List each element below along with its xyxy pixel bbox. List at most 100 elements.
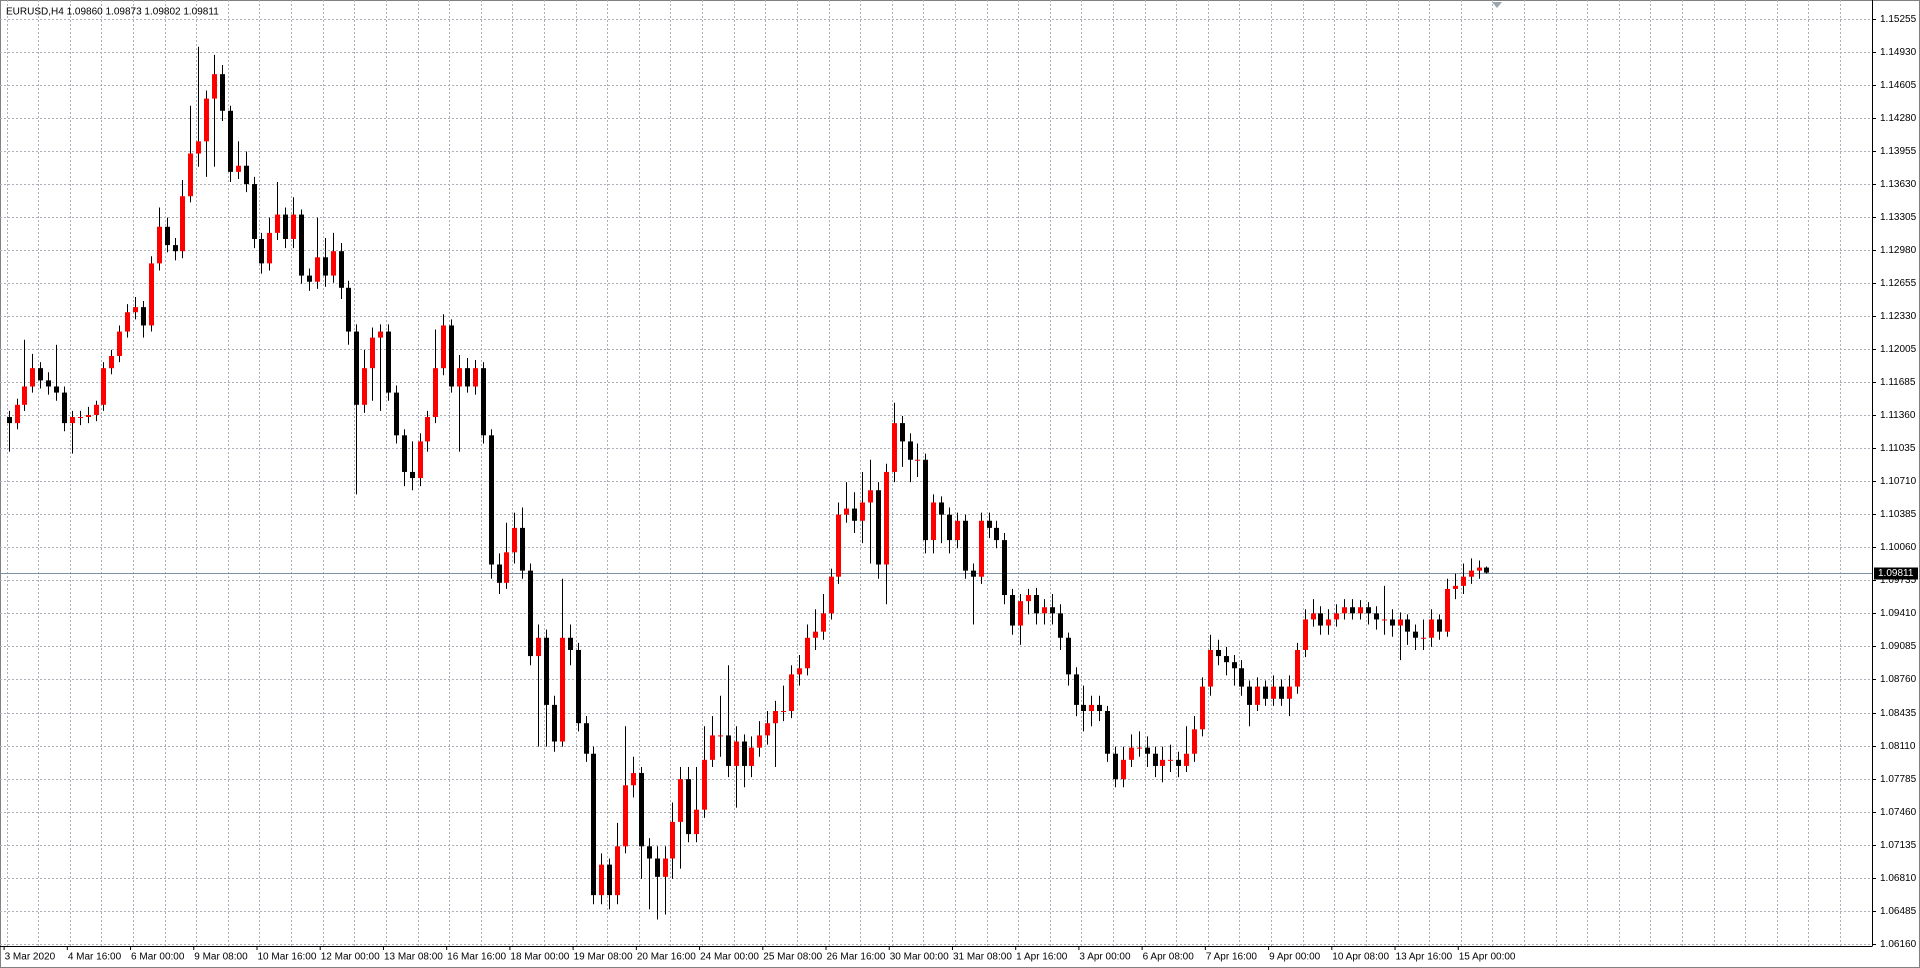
candle-body: [386, 331, 391, 393]
candle-body: [1224, 656, 1229, 663]
candle-body: [362, 368, 367, 405]
candle-body: [62, 392, 67, 424]
candle-body: [655, 858, 660, 877]
candle-body: [1318, 613, 1323, 626]
candle-body: [694, 809, 699, 835]
candle-body: [339, 251, 344, 288]
candle-body: [149, 263, 154, 326]
candle-body: [30, 368, 35, 387]
candle-body: [1271, 686, 1276, 699]
y-tick-label: 1.12980: [1880, 245, 1917, 256]
x-tick-label: 6 Apr 08:00: [1143, 952, 1195, 963]
candle-body: [236, 165, 241, 172]
candle-body: [1066, 637, 1071, 675]
candle-body: [1295, 649, 1300, 687]
candle-body: [955, 520, 960, 541]
candle-body: [1279, 686, 1284, 699]
candle-body: [931, 502, 936, 541]
y-tick-label: 1.14605: [1880, 80, 1917, 91]
candle-body: [449, 325, 454, 387]
y-tick-label: 1.07135: [1880, 840, 1917, 851]
x-tick-label: 4 Mar 16:00: [68, 952, 122, 963]
candle-body: [821, 613, 826, 632]
x-tick-label: 13 Apr 16:00: [1396, 952, 1453, 963]
candle-body: [1413, 631, 1418, 638]
axes: 1.15255 1.14930 1.14605 1.14280 1.13955 1.136…: [3, 14, 1918, 963]
candle-body: [252, 184, 257, 239]
candle-body: [346, 287, 351, 332]
candle-body: [584, 723, 589, 754]
candle-body: [1484, 567, 1489, 573]
candle-body: [1469, 570, 1474, 577]
x-tick-label: 3 Apr 00:00: [1079, 952, 1131, 963]
candle-body: [354, 331, 359, 405]
candle-body: [307, 275, 312, 282]
candle-body: [670, 821, 675, 859]
candle-body: [1105, 711, 1110, 754]
y-tick-label: 1.10060: [1880, 542, 1917, 553]
candle-body: [1184, 753, 1189, 766]
x-tick-label: 30 Mar 00:00: [890, 952, 949, 963]
candle-body: [228, 110, 233, 172]
shift-marker: [1492, 2, 1502, 8]
y-tick-label: 1.09410: [1880, 608, 1917, 619]
candle-body: [1453, 585, 1458, 589]
candle-body: [947, 514, 952, 541]
candle-body: [1358, 607, 1363, 614]
candle-body: [275, 214, 280, 233]
candle-body: [686, 779, 691, 835]
candle-body: [1477, 567, 1482, 571]
candle-body: [125, 312, 130, 332]
candle-body: [1255, 686, 1260, 705]
y-tick-label: 1.08435: [1880, 708, 1917, 719]
x-tick-label: 9 Apr 00:00: [1269, 952, 1321, 963]
x-tick-label: 1 Apr 16:00: [1016, 952, 1068, 963]
candle-body: [528, 570, 533, 657]
candle-body: [457, 368, 462, 387]
candle-body: [1247, 686, 1252, 705]
candle-body: [749, 747, 754, 766]
candle-body: [1382, 619, 1387, 621]
candle-body: [315, 257, 320, 282]
candle-body: [465, 368, 470, 387]
candle-body: [78, 417, 83, 419]
candle-body: [852, 508, 857, 521]
candle-body: [892, 423, 897, 472]
candle-body: [1287, 686, 1292, 699]
candle-body: [504, 552, 509, 583]
y-tick-label: 1.14930: [1880, 47, 1917, 58]
x-tick-label: 3 Mar 2020: [5, 952, 56, 963]
candle-body: [38, 368, 43, 381]
y-tick-label: 1.12005: [1880, 344, 1917, 355]
candle-body: [101, 368, 106, 405]
candle-body: [1326, 619, 1331, 626]
candle-body: [425, 417, 430, 442]
candle-body: [117, 331, 122, 356]
grid: [0, 0, 1872, 946]
candle-body: [1350, 607, 1355, 614]
y-tick-label: 1.11360: [1880, 410, 1916, 421]
candle-body: [639, 773, 644, 847]
candle-body: [418, 441, 423, 479]
candle-body: [331, 251, 336, 276]
candle-body: [757, 735, 762, 748]
candle-body: [291, 214, 296, 239]
candle-body: [1192, 729, 1197, 754]
candle-body: [196, 141, 201, 154]
candle-body: [971, 570, 976, 577]
candle-body: [267, 232, 272, 264]
candle-body: [1137, 747, 1142, 749]
candle-body: [1026, 595, 1031, 602]
candle-body: [1145, 747, 1150, 754]
candle-body: [884, 471, 889, 565]
candle-body: [70, 417, 75, 424]
y-tick-label: 1.07785: [1880, 774, 1917, 785]
candle-body: [1342, 607, 1347, 614]
candle-body: [433, 368, 438, 418]
candle-body: [1042, 607, 1047, 614]
candle-body: [1010, 595, 1015, 626]
candle-body: [1160, 759, 1165, 766]
y-tick-label: 1.12655: [1880, 278, 1917, 289]
candle-body: [1232, 662, 1237, 669]
